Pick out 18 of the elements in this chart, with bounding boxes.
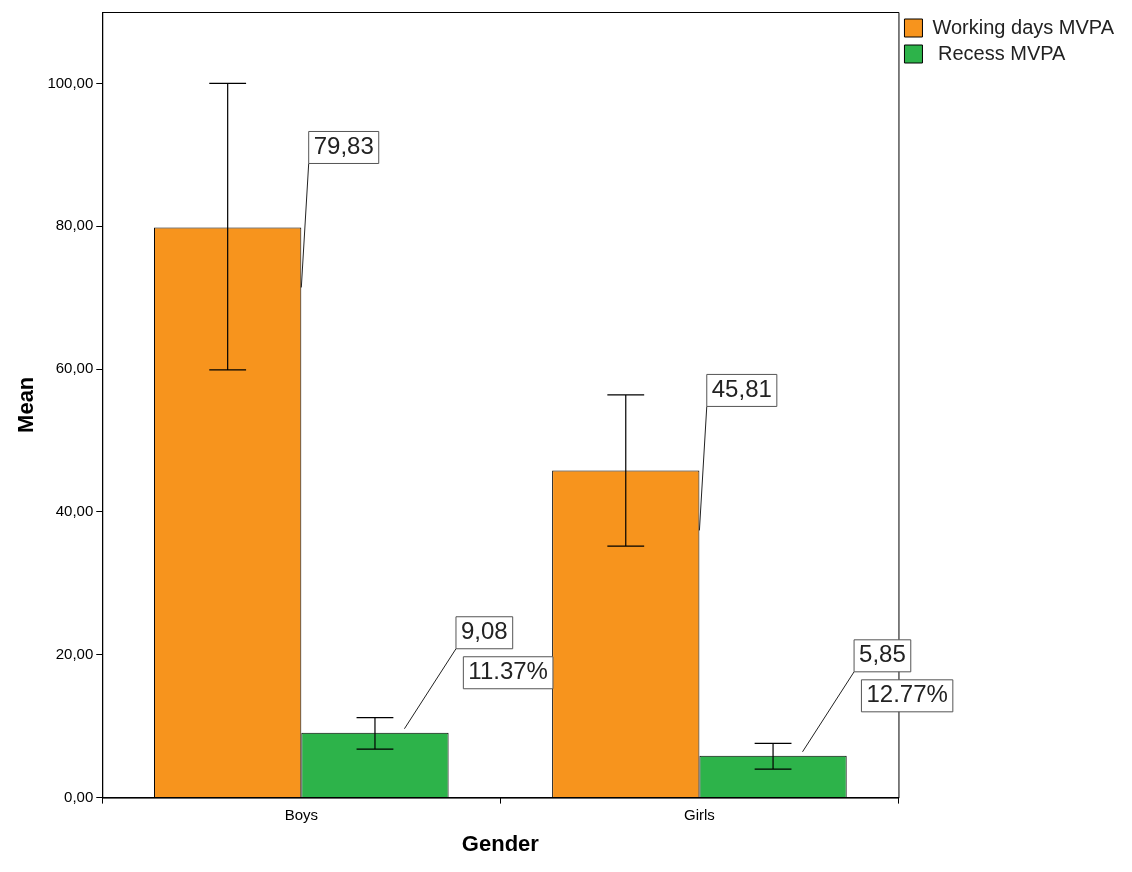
y-tick-label: 60,00 bbox=[55, 359, 94, 377]
data-label: 5,85 bbox=[859, 640, 906, 668]
x-tick-label: Boys bbox=[284, 805, 318, 823]
data-label: 9,08 bbox=[460, 617, 508, 645]
y-tick-label: 100,00 bbox=[47, 73, 94, 91]
y-tick-label: 40,00 bbox=[55, 502, 94, 520]
data-label: 45,81 bbox=[711, 375, 772, 403]
data-label: 79,83 bbox=[313, 132, 374, 160]
x-axis-title: Gender bbox=[461, 830, 540, 856]
y-tick-label: 20,00 bbox=[55, 644, 94, 662]
x-tick-label: Girls bbox=[684, 805, 715, 823]
legend-label: Working days MVPA bbox=[932, 15, 1115, 38]
annotation: 12.77% bbox=[866, 680, 948, 708]
y-axis-title: Mean bbox=[13, 376, 39, 433]
y-tick-label: 80,00 bbox=[55, 216, 94, 234]
annotation: 11.37% bbox=[468, 657, 548, 685]
legend-label: Recess MVPA bbox=[932, 41, 1067, 64]
y-tick-label: 0,00 bbox=[64, 787, 94, 805]
